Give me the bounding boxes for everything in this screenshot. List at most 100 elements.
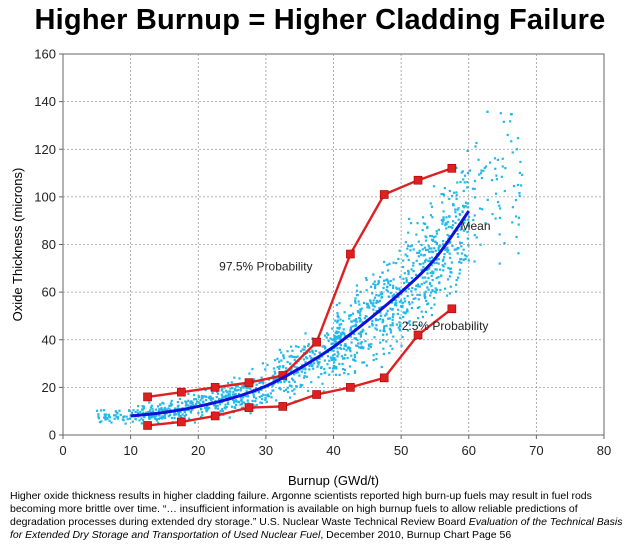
scatter-point — [224, 394, 227, 397]
scatter-point — [163, 414, 166, 417]
scatter-point — [113, 417, 116, 420]
scatter-point — [453, 248, 456, 251]
scatter-point — [351, 325, 354, 328]
scatter-point — [473, 234, 476, 237]
scatter-point — [427, 259, 430, 263]
scatter-point — [303, 374, 306, 378]
scatter-point — [404, 290, 408, 293]
scatter-point — [422, 262, 425, 265]
scatter-point — [414, 297, 417, 300]
lower-bound-marker — [244, 403, 254, 412]
scatter-point — [231, 387, 234, 390]
scatter-point — [327, 333, 330, 336]
scatter-point — [157, 417, 160, 421]
scatter-point — [509, 113, 513, 116]
scatter-point — [417, 255, 420, 258]
scatter-point — [377, 279, 380, 283]
scatter-point — [245, 387, 248, 390]
scatter-point — [233, 393, 236, 396]
scatter-point — [289, 369, 292, 372]
scatter-point — [293, 373, 296, 376]
scatter-point — [204, 389, 207, 392]
scatter-point — [429, 202, 432, 205]
scatter-point — [467, 215, 471, 218]
scatter-point — [387, 282, 390, 285]
scatter-point — [304, 356, 308, 359]
scatter-point — [286, 360, 289, 364]
scatter-point — [511, 151, 514, 154]
scatter-point — [339, 332, 343, 335]
scatter-point — [370, 302, 373, 305]
scatter-point — [299, 385, 302, 388]
scatter-point — [260, 376, 263, 379]
scatter-point — [154, 417, 158, 421]
scatter-point — [371, 319, 374, 323]
scatter-point — [518, 171, 521, 175]
scatter-point — [389, 331, 393, 334]
scatter-point — [359, 342, 362, 345]
scatter-point — [516, 183, 520, 187]
scatter-point — [475, 236, 478, 239]
scatter-point — [462, 248, 465, 251]
scatter-point — [200, 408, 203, 411]
scatter-point — [114, 414, 117, 417]
scatter-point — [149, 406, 153, 409]
scatter-point — [97, 413, 100, 416]
scatter-point — [163, 408, 166, 411]
scatter-point — [197, 395, 201, 399]
scatter-point — [246, 399, 249, 402]
scatter-point — [394, 299, 398, 302]
scatter-point — [348, 314, 351, 317]
scatter-point — [279, 388, 282, 391]
scatter-point — [226, 391, 229, 394]
scatter-point — [242, 386, 245, 389]
scatter-point — [387, 280, 390, 283]
scatter-point — [189, 402, 192, 405]
scatter-point — [443, 253, 446, 256]
scatter-point — [340, 323, 343, 326]
scatter-point — [511, 206, 514, 209]
scatter-point — [451, 224, 455, 227]
scatter-point — [441, 201, 444, 204]
scatter-point — [490, 178, 494, 182]
scatter-point — [190, 400, 193, 403]
scatter-point — [416, 284, 419, 287]
scatter-point — [455, 197, 458, 201]
scatter-point — [200, 394, 204, 398]
y-tick-label: 160 — [34, 47, 56, 62]
scatter-point — [501, 157, 504, 160]
scatter-point — [520, 184, 523, 187]
scatter-point — [438, 268, 442, 271]
scatter-point — [173, 413, 176, 417]
scatter-point — [220, 389, 223, 392]
scatter-point — [340, 355, 344, 358]
scatter-point — [301, 348, 304, 351]
scatter-point — [293, 388, 296, 391]
scatter-point — [314, 349, 317, 353]
scatter-point — [313, 353, 316, 356]
scatter-point — [446, 246, 449, 249]
caption: Higher oxide thickness results in higher… — [10, 490, 632, 542]
scatter-point — [113, 414, 116, 417]
scatter-point — [398, 287, 401, 290]
scatter-point — [429, 260, 432, 263]
scatter-point — [444, 248, 447, 251]
scatter-point — [365, 364, 368, 367]
scatter-point — [430, 284, 433, 288]
scatter-point — [435, 277, 438, 280]
scatter-point — [444, 247, 447, 250]
scatter-point — [370, 322, 374, 325]
scatter-point — [241, 406, 245, 409]
scatter-point — [115, 411, 118, 414]
scatter-point — [353, 356, 357, 359]
scatter-point — [393, 298, 396, 302]
scatter-point — [342, 347, 346, 350]
scatter-point — [173, 412, 176, 415]
scatter-point — [310, 362, 313, 366]
scatter-point — [431, 278, 434, 282]
scatter-point — [261, 362, 265, 365]
scatter-point — [517, 223, 520, 226]
scatter-point — [383, 260, 386, 264]
scatter-point — [108, 419, 111, 422]
scatter-point — [374, 327, 377, 330]
